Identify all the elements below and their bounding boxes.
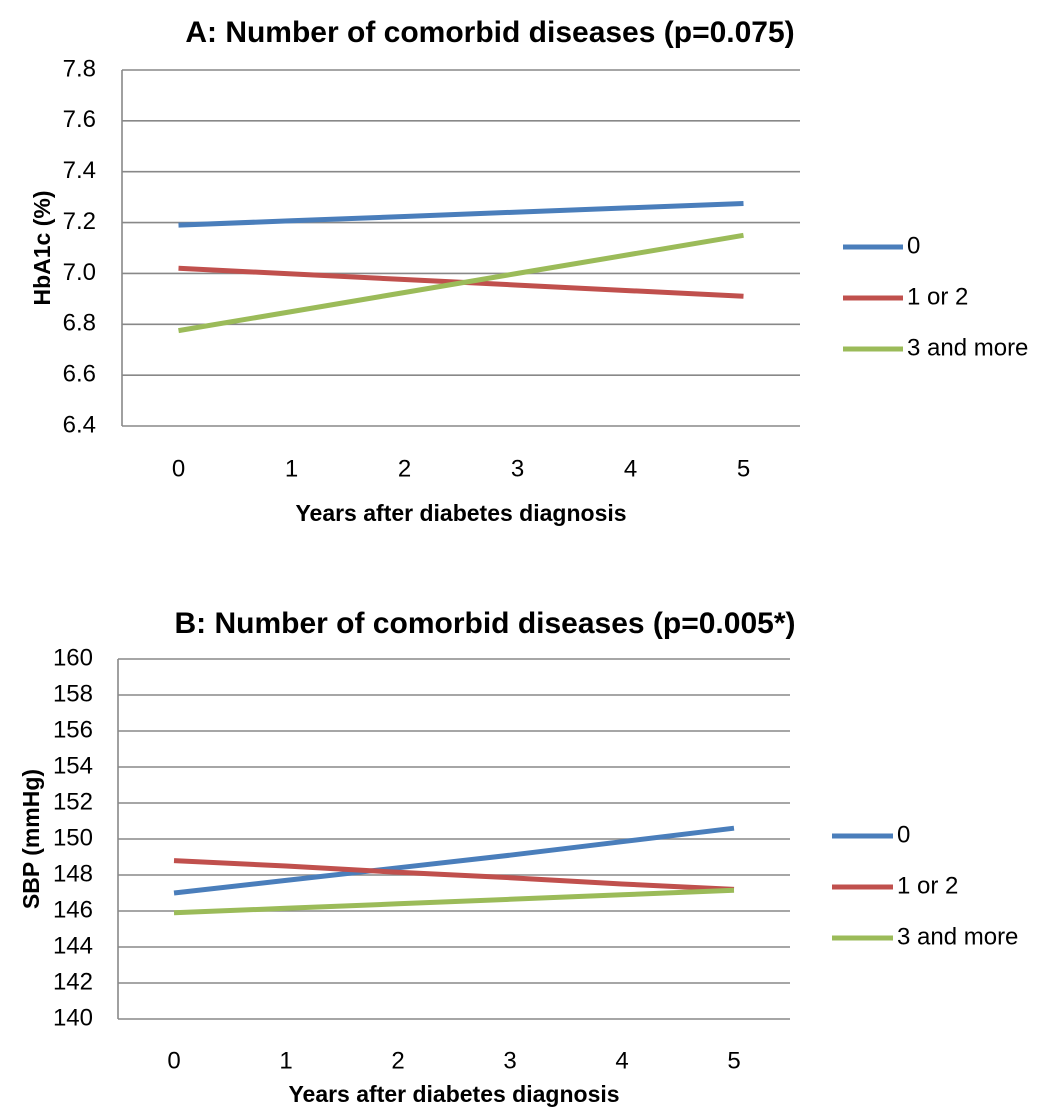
y-tick-label: 7.4: [63, 157, 96, 184]
legend-label: 0: [907, 232, 920, 259]
series-line-3: [173, 887, 735, 916]
y-tick-label: 140: [53, 1004, 93, 1031]
legend-label: 1 or 2: [907, 283, 968, 310]
y-tick-label: 146: [53, 896, 93, 923]
x-tick-label: 1: [279, 1047, 292, 1074]
y-tick-label: 142: [53, 968, 93, 995]
y-tick-label: 150: [53, 824, 93, 851]
x-tick-label: 4: [624, 455, 637, 482]
y-axis-label: HbA1c (%): [29, 190, 55, 305]
chart-a: A: Number of comorbid diseases (p=0.075)…: [29, 16, 1028, 526]
y-tick-label: 160: [53, 644, 93, 671]
legend-label: 3 and more: [907, 334, 1028, 361]
x-tick-label: 4: [615, 1047, 628, 1074]
x-tick-label: 5: [737, 455, 750, 482]
legend-label: 0: [897, 821, 910, 848]
y-tick-label: 158: [53, 680, 93, 707]
y-tick-label: 156: [53, 716, 93, 743]
y-tick-label: 7.6: [63, 106, 96, 133]
chart-b: B: Number of comorbid diseases (p=0.005*…: [18, 607, 1018, 1107]
series-line-2: [173, 858, 735, 892]
x-tick-label: 5: [727, 1047, 740, 1074]
y-tick-label: 6.4: [63, 411, 96, 438]
y-tick-label: 7.8: [63, 55, 96, 82]
x-tick-label: 3: [511, 455, 524, 482]
y-tick-label: 144: [53, 932, 93, 959]
x-axis-label: Years after diabetes diagnosis: [288, 1081, 619, 1107]
y-tick-label: 7.0: [63, 259, 96, 286]
legend-label: 3 and more: [897, 923, 1018, 950]
x-tick-label: 1: [285, 455, 298, 482]
series-line-1: [178, 201, 744, 228]
x-tick-label: 2: [398, 455, 411, 482]
x-tick-label: 3: [503, 1047, 516, 1074]
chart-b-title: B: Number of comorbid diseases (p=0.005*…: [174, 607, 795, 640]
legend: 0 1 or 2 3 and more: [832, 821, 1018, 950]
y-tick-label: 152: [53, 788, 93, 815]
x-tick-label: 2: [391, 1047, 404, 1074]
y-tick-label: 6.6: [63, 360, 96, 387]
y-tick-label: 154: [53, 752, 93, 779]
y-tick-label: 7.2: [63, 208, 96, 235]
series-line-1: [173, 825, 735, 896]
legend: 0 1 or 2 3 and more: [843, 232, 1028, 361]
x-axis-label: Years after diabetes diagnosis: [295, 500, 626, 526]
x-tick-label: 0: [172, 455, 185, 482]
chart-a-title: A: Number of comorbid diseases (p=0.075): [185, 16, 794, 49]
series-line-3: [178, 232, 744, 334]
y-axis-label: SBP (mmHg): [18, 769, 44, 909]
y-tick-label: 6.8: [63, 310, 96, 337]
y-tick-label: 148: [53, 860, 93, 887]
x-tick-label: 0: [167, 1047, 180, 1074]
legend-label: 1 or 2: [897, 872, 958, 899]
